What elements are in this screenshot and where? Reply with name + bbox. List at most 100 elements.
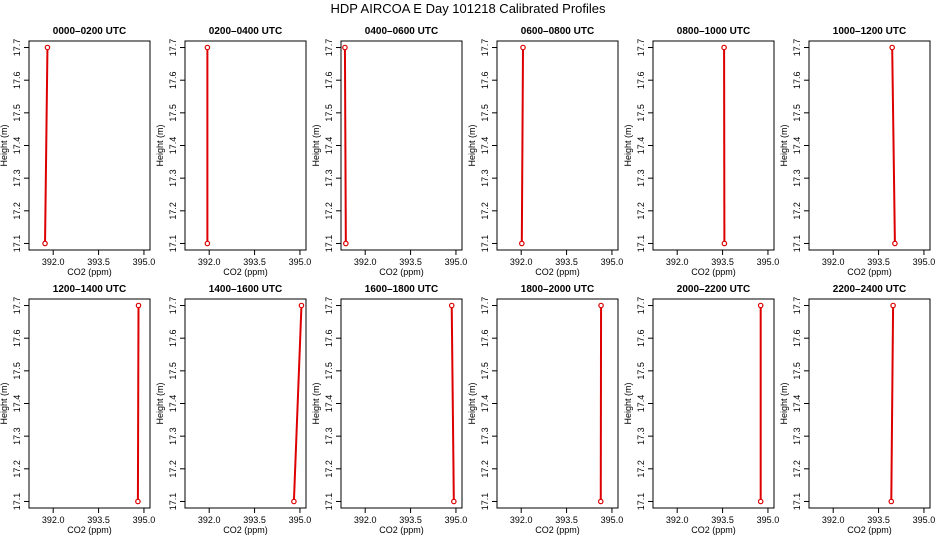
y-tick-label: 17.5: [168, 104, 178, 122]
y-axis-label: Height (m): [467, 382, 477, 424]
plot-frame: [28, 298, 151, 509]
y-tick-label: 17.7: [168, 39, 178, 57]
y-tick-label: 17.7: [636, 297, 646, 315]
y-tick-label: 17.2: [636, 460, 646, 478]
data-point: [451, 498, 457, 505]
y-tick-label: 17.3: [324, 427, 334, 445]
plot-frame: [340, 298, 463, 509]
profile-line: [44, 47, 49, 244]
profile-line: [292, 305, 303, 502]
y-axis-label: Height (m): [467, 124, 477, 166]
y-tick-label: 17.5: [636, 104, 646, 122]
y-tick-label: 17.7: [480, 39, 490, 57]
y-tick-label: 17.5: [168, 362, 178, 380]
plot-frame: [808, 298, 931, 509]
x-tick-label: 395.0: [289, 257, 312, 267]
x-tick-label: 393.5: [87, 515, 110, 525]
x-tick-label: 392.0: [354, 515, 377, 525]
x-tick-label: 395.0: [913, 515, 936, 525]
y-tick-label: 17.7: [168, 297, 178, 315]
x-tick-label: 393.5: [399, 515, 422, 525]
y-axis-label: Height (m): [779, 124, 789, 166]
y-tick-label: 17.3: [480, 169, 490, 187]
y-tick-label: 17.3: [168, 427, 178, 445]
y-tick-label: 17.7: [792, 297, 802, 315]
y-tick-label: 17.5: [324, 104, 334, 122]
x-tick-label: 395.0: [445, 515, 468, 525]
plot-frame: [184, 40, 307, 251]
panel-title: 1000–1200 UTC: [833, 26, 906, 37]
y-tick-label: 17.6: [480, 329, 490, 347]
x-tick-label: 395.0: [757, 515, 780, 525]
y-axis-label: Height (m): [311, 382, 321, 424]
x-tick-label: 392.0: [198, 515, 221, 525]
data-point: [721, 240, 728, 247]
x-axis-label: CO2 (ppm): [67, 267, 112, 277]
x-axis-label: CO2 (ppm): [691, 525, 736, 535]
plot-frame: [652, 40, 775, 251]
y-tick-label: 17.4: [12, 137, 22, 155]
x-tick-label: 395.0: [601, 515, 624, 525]
y-tick-label: 17.6: [324, 329, 334, 347]
x-tick-label: 392.0: [510, 257, 533, 267]
panel-title: 1800–2000 UTC: [521, 284, 594, 295]
y-tick-label: 17.7: [480, 297, 490, 315]
y-tick-label: 17.3: [480, 427, 490, 445]
y-tick-label: 17.2: [792, 202, 802, 220]
y-axis-label: Height (m): [155, 124, 165, 166]
data-point: [204, 44, 211, 51]
y-tick-label: 17.6: [792, 329, 802, 347]
y-axis-label: Height (m): [779, 382, 789, 424]
y-tick-label: 17.6: [324, 71, 334, 89]
y-tick-label: 17.2: [12, 202, 22, 220]
profile-line: [136, 305, 140, 502]
plot-frame: [652, 298, 775, 509]
plot-frame: [340, 40, 463, 251]
plot-frame: [496, 40, 619, 251]
y-tick-label: 17.4: [480, 137, 490, 155]
x-axis-label: CO2 (ppm): [379, 267, 424, 277]
y-tick-label: 17.1: [480, 493, 490, 511]
y-tick-label: 17.1: [636, 493, 646, 511]
profile-line: [343, 47, 347, 244]
x-tick-label: 395.0: [133, 257, 156, 267]
y-tick-label: 17.4: [324, 137, 334, 155]
x-tick-label: 392.0: [822, 257, 845, 267]
x-axis-label: CO2 (ppm): [691, 267, 736, 277]
y-tick-label: 17.1: [480, 235, 490, 253]
y-tick-label: 17.1: [324, 493, 334, 511]
page-title: HDP AIRCOA E Day 101218 Calibrated Profi…: [330, 1, 606, 16]
y-tick-label: 17.1: [168, 493, 178, 511]
y-tick-label: 17.2: [168, 202, 178, 220]
y-tick-label: 17.5: [792, 362, 802, 380]
y-tick-label: 17.3: [636, 169, 646, 187]
data-point: [291, 498, 297, 505]
x-tick-label: 393.5: [867, 257, 890, 267]
y-tick-label: 17.2: [480, 460, 490, 478]
data-point: [892, 240, 898, 247]
x-axis-label: CO2 (ppm): [379, 525, 424, 535]
data-point: [135, 302, 142, 309]
data-point: [597, 498, 604, 505]
x-tick-label: 393.5: [555, 257, 578, 267]
y-tick-label: 17.1: [12, 235, 22, 253]
x-axis-label: CO2 (ppm): [847, 525, 892, 535]
y-tick-label: 17.6: [480, 71, 490, 89]
y-tick-label: 17.3: [168, 169, 178, 187]
y-tick-label: 17.4: [792, 137, 802, 155]
y-tick-label: 17.2: [12, 460, 22, 478]
y-tick-label: 17.1: [636, 235, 646, 253]
data-point: [721, 44, 727, 51]
y-tick-label: 17.4: [792, 395, 802, 413]
x-tick-label: 392.0: [354, 257, 377, 267]
data-point: [890, 302, 896, 309]
data-point: [342, 44, 348, 51]
data-point: [343, 240, 349, 247]
panel-title: 2000–2200 UTC: [677, 284, 750, 295]
data-point: [519, 240, 525, 247]
panel-title: 0800–1000 UTC: [677, 26, 750, 37]
y-axis-label: Height (m): [623, 382, 633, 424]
y-tick-label: 17.5: [636, 362, 646, 380]
x-tick-label: 393.5: [711, 515, 734, 525]
y-tick-label: 17.1: [12, 493, 22, 511]
